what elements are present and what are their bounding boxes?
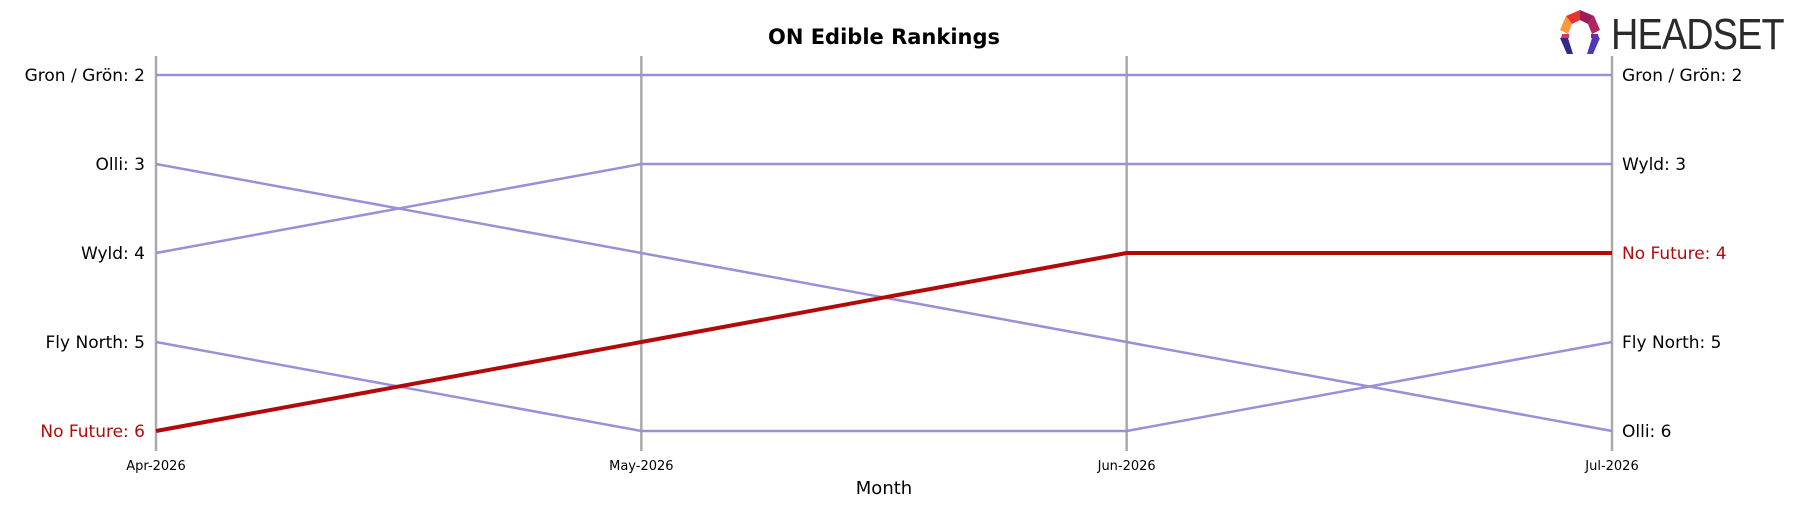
start-rank-label: Gron / Grön: 2 xyxy=(25,66,145,86)
end-rank-label: Olli: 6 xyxy=(1622,422,1672,442)
end-rank-label: Fly North: 5 xyxy=(1622,333,1721,353)
series-line-no-future xyxy=(155,251,1612,433)
start-rank-label: Olli: 3 xyxy=(96,155,146,175)
end-rank-label: Wyld: 3 xyxy=(1622,155,1686,175)
series-line-wyld xyxy=(155,162,1612,255)
end-rank-label: No Future: 4 xyxy=(1622,244,1727,264)
x-tick-label: Jul-2026 xyxy=(1584,459,1638,474)
end-rank-label: Gron / Grön: 2 xyxy=(1622,66,1742,86)
rank-labels: Gron / Grön: 2 Gron / Grön: 2 Olli: 3 Olli:… xyxy=(25,66,1743,442)
chart-title: ON Edible Rankings xyxy=(768,25,1000,49)
start-rank-label: No Future: 6 xyxy=(40,422,145,442)
headset-logo: HEADSET xyxy=(1555,10,1795,60)
start-rank-label: Wyld: 4 xyxy=(81,244,145,264)
x-tick-labels: Apr-2026 May-2026 Jun-2026 Jul-2026 xyxy=(126,459,1638,474)
start-rank-label: Fly North: 5 xyxy=(46,333,145,353)
x-axis-label: Month xyxy=(856,478,912,499)
logo-text: HEADSET xyxy=(1611,10,1785,59)
x-tick-label: May-2026 xyxy=(609,459,673,474)
x-tick-label: Apr-2026 xyxy=(126,459,185,474)
headset-logo-icon xyxy=(1555,8,1605,62)
series-line-fly-north xyxy=(155,340,1613,433)
series-lines xyxy=(155,73,1613,433)
x-tick-label: Jun-2026 xyxy=(1097,459,1156,474)
